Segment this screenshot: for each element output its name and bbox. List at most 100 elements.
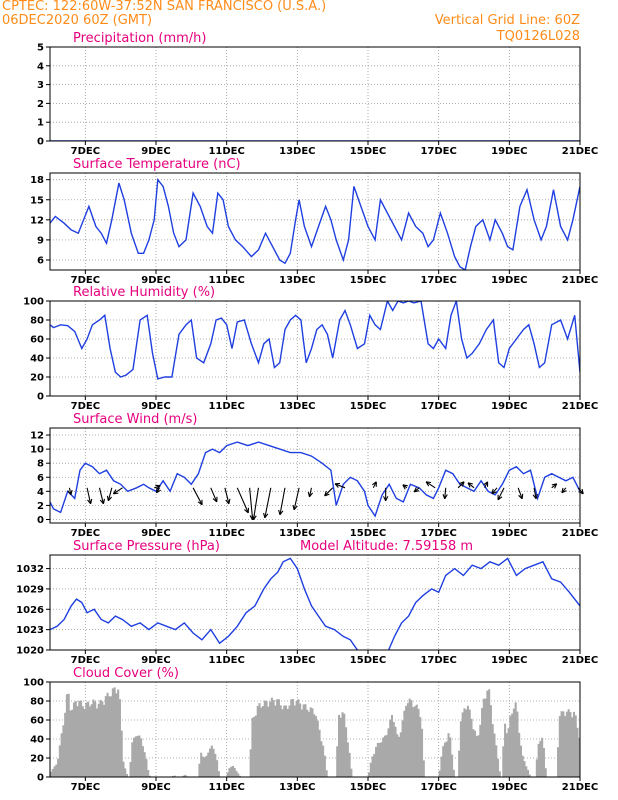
cloud-cover-bar	[113, 687, 116, 777]
wind-vector-arrow	[382, 487, 389, 502]
wind-vector-arrow	[577, 487, 584, 495]
cloud-cover-bar	[95, 708, 98, 777]
cloud-cover-bar	[421, 728, 424, 777]
precip-xtick-label: 21DEC	[562, 146, 598, 157]
cloud-cover-bar	[207, 752, 210, 777]
temp-ytick-label: 12	[30, 215, 44, 226]
cloud-cover-bar	[325, 770, 328, 777]
cloud-cover-bar	[348, 752, 351, 777]
cloud-cover-bar	[571, 717, 574, 777]
rh-xtick-label: 9DEC	[141, 401, 170, 412]
cloud-cover-bar	[138, 735, 141, 777]
cloud-xtick-label: 19DEC	[491, 782, 527, 793]
cloud-cover-bar	[535, 759, 538, 777]
cloud-cover-bar	[210, 745, 213, 777]
cloud-cover-bar	[383, 735, 386, 777]
cloud-cover-bar	[375, 746, 378, 777]
cloud-cover-bar	[286, 708, 289, 777]
precip-xtick-label: 13DEC	[279, 146, 315, 157]
cloud-cover-bar	[51, 768, 54, 777]
cloud-cover-bar	[307, 711, 310, 777]
rh-ytick-label: 80	[30, 316, 44, 327]
cloud-cover-bar	[465, 709, 468, 777]
wind-vector-arrow	[483, 481, 489, 489]
cloud-cover-bar	[339, 717, 342, 777]
precip-xtick-label: 11DEC	[208, 146, 244, 157]
cloud-cover-bar	[74, 701, 77, 777]
cloud-xtick-label: 11DEC	[208, 782, 244, 793]
cloud-cover-bar	[449, 737, 452, 777]
pressure-xtick-label: 15DEC	[350, 655, 386, 666]
cloud-cover-bar	[489, 705, 492, 777]
cloud-cover-bar	[290, 699, 293, 777]
temp-ytick-label: 6	[37, 255, 44, 266]
cloud-cover-bar	[504, 723, 507, 777]
cloud-cover-bar	[382, 737, 385, 777]
cloud-cover-bar	[521, 755, 524, 777]
pressure-xtick-label: 21DEC	[562, 655, 598, 666]
cloud-cover-bar	[415, 704, 418, 777]
cloud-cover-bar	[380, 742, 383, 777]
cloud-cover-bar	[94, 701, 97, 777]
cloud-cover-bar	[461, 712, 464, 777]
cloud-cover-bar	[477, 735, 480, 777]
precip-ytick-label: 1	[37, 118, 44, 129]
cloud-cover-bar	[76, 706, 79, 777]
cloud-cover-bar	[65, 694, 68, 777]
rh-ytick-label: 100	[23, 297, 44, 308]
pressure-xtick-label: 11DEC	[208, 655, 244, 666]
pressure-xtick-label: 7DEC	[71, 655, 100, 666]
cloud-cover-bar	[272, 699, 275, 777]
wind-vector-arrow	[551, 483, 558, 489]
cloud-cover-bar	[371, 756, 374, 777]
precip-xtick-label: 7DEC	[71, 146, 100, 157]
cloud-xtick-label: 15DEC	[350, 782, 386, 793]
precip-ytick-label: 5	[37, 43, 44, 54]
cloud-cover-bar	[92, 699, 95, 777]
rh-ytick-label: 60	[30, 335, 44, 346]
precip-xtick-label: 17DEC	[420, 146, 456, 157]
temp-xtick-label: 9DEC	[141, 275, 170, 286]
cloud-cover-bar	[262, 706, 265, 777]
wind-ytick-label: 4	[37, 487, 44, 498]
cloud-cover-bar	[378, 742, 381, 777]
temp-series-line	[50, 177, 580, 270]
precip-xtick-label: 19DEC	[491, 146, 527, 157]
cloud-cover-bar	[562, 711, 565, 777]
cloud-cover-bar	[90, 704, 93, 777]
cloud-cover-bar	[459, 721, 462, 777]
cloud-cover-bar	[88, 706, 91, 777]
cloud-cover-bar	[103, 704, 106, 777]
cloud-cover-bar	[413, 706, 416, 777]
cloud-cover-bar	[198, 763, 201, 777]
cloud-cover-bar	[111, 688, 114, 777]
cloud-cover-bar	[201, 756, 204, 777]
model-altitude-annotation: Model Altitude: 7.59158 m	[300, 539, 473, 554]
rh-xtick-label: 17DEC	[420, 401, 456, 412]
cloud-cover-bar	[474, 730, 477, 777]
wind-vector-arrow	[236, 487, 249, 514]
rh-xtick-label: 7DEC	[71, 401, 100, 412]
wind-vector-arrow	[517, 487, 524, 500]
cloud-cover-bar	[118, 699, 121, 777]
temp-xtick-label: 15DEC	[350, 275, 386, 286]
cloud-ytick-label: 40	[30, 735, 44, 746]
cloud-cover-bar	[398, 736, 401, 777]
cloud-cover-bar	[249, 749, 252, 777]
temp-frame	[49, 172, 581, 271]
cloud-cover-bar	[200, 752, 203, 777]
cloud-cover-bar	[558, 716, 561, 777]
cloud-cover-bar	[390, 714, 394, 777]
rh-xtick-label: 15DEC	[350, 401, 386, 412]
cloud-cover-bar	[406, 703, 409, 777]
cloud-cover-bar	[399, 732, 402, 777]
wind-vector-arrow	[497, 487, 505, 501]
cloud-ytick-label: 0	[37, 773, 44, 784]
cloud-cover-bar	[203, 757, 206, 777]
cloud-cover-bar	[99, 700, 102, 777]
cloud-cover-bar	[369, 762, 372, 777]
cloud-cover-bar	[343, 713, 346, 777]
wind-vector-arrow	[263, 487, 272, 519]
precip-frame	[49, 46, 581, 142]
